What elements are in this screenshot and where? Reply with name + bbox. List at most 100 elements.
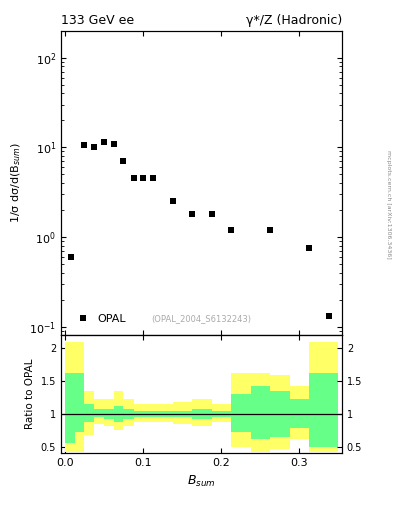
Legend: OPAL: OPAL	[66, 309, 132, 330]
Bar	[134, 417, 143, 422]
Bar	[173, 402, 192, 411]
Bar	[75, 373, 84, 432]
Bar	[192, 419, 211, 425]
Bar	[123, 419, 134, 425]
Bar	[143, 417, 153, 422]
Bar	[153, 411, 173, 417]
Text: 133 GeV ee: 133 GeV ee	[61, 14, 134, 27]
Bar	[143, 404, 153, 411]
Bar	[104, 419, 114, 425]
Bar	[211, 417, 231, 422]
Y-axis label: 1/σ dσ/d(B$_{sum}$): 1/σ dσ/d(B$_{sum}$)	[10, 143, 24, 223]
Bar	[270, 375, 290, 391]
Bar	[94, 399, 104, 424]
Bar	[270, 437, 290, 449]
Bar	[65, 342, 75, 373]
Bar	[75, 432, 84, 452]
Bar	[211, 411, 231, 417]
Text: γ*/Z (Hadronic): γ*/Z (Hadronic)	[246, 14, 342, 27]
Bar	[309, 373, 318, 446]
Bar	[231, 432, 251, 446]
Bar	[290, 428, 309, 439]
Bar	[251, 373, 270, 452]
Bar	[143, 411, 153, 417]
Y-axis label: Ratio to OPAL: Ratio to OPAL	[25, 359, 35, 430]
Bar	[114, 422, 123, 430]
Bar	[143, 417, 153, 422]
Bar	[123, 409, 134, 419]
Bar	[65, 373, 75, 443]
Bar	[114, 391, 123, 430]
Bar	[231, 432, 251, 446]
Bar	[192, 399, 211, 425]
Bar	[65, 342, 75, 452]
Bar	[153, 404, 173, 411]
Bar	[173, 411, 192, 417]
Bar	[231, 373, 251, 394]
Bar	[251, 373, 270, 387]
Bar	[94, 409, 104, 417]
Bar	[192, 409, 211, 419]
Bar	[251, 439, 270, 452]
Bar	[290, 399, 309, 428]
Bar	[270, 375, 290, 449]
Bar	[173, 417, 192, 424]
Bar	[123, 399, 134, 409]
Bar	[104, 419, 114, 425]
Bar	[251, 439, 270, 452]
Bar	[153, 417, 173, 422]
Bar	[84, 404, 94, 422]
Bar	[94, 399, 104, 409]
Bar	[104, 399, 114, 409]
Bar	[211, 417, 231, 422]
Bar	[123, 419, 134, 425]
Bar	[65, 443, 75, 452]
Bar	[309, 446, 318, 452]
Bar	[143, 404, 153, 422]
Bar	[134, 404, 143, 422]
Bar	[231, 394, 251, 432]
Bar	[94, 417, 104, 424]
Bar	[75, 342, 84, 373]
Bar	[84, 391, 94, 435]
Bar	[114, 391, 123, 406]
X-axis label: $B_{sum}$: $B_{sum}$	[187, 474, 216, 488]
Bar	[153, 404, 173, 422]
Bar	[84, 422, 94, 435]
Bar	[251, 387, 270, 439]
Bar	[134, 417, 143, 422]
Bar	[192, 419, 211, 425]
Bar	[290, 387, 309, 399]
Bar	[114, 422, 123, 430]
Bar	[309, 446, 318, 452]
Bar	[75, 342, 84, 452]
Bar	[290, 387, 309, 439]
Bar	[211, 404, 231, 411]
Bar	[84, 422, 94, 435]
Bar	[318, 446, 338, 452]
Bar	[123, 399, 134, 425]
Bar	[318, 342, 338, 452]
Bar	[290, 428, 309, 439]
Bar	[114, 406, 123, 422]
Bar	[153, 417, 173, 422]
Bar	[318, 446, 338, 452]
Bar	[211, 404, 231, 422]
Bar	[75, 432, 84, 452]
Bar	[309, 342, 318, 452]
Bar	[94, 417, 104, 424]
Bar	[104, 409, 114, 419]
Bar	[270, 437, 290, 449]
Bar	[318, 342, 338, 373]
Text: (OPAL_2004_S6132243): (OPAL_2004_S6132243)	[151, 314, 252, 323]
Bar	[231, 373, 251, 446]
Bar	[318, 373, 338, 446]
Bar	[104, 399, 114, 425]
Bar	[84, 391, 94, 404]
Bar	[65, 443, 75, 452]
Bar	[270, 391, 290, 437]
Bar	[309, 342, 318, 373]
Bar	[134, 404, 143, 411]
Text: mcplots.cern.ch [arXiv:1306.3436]: mcplots.cern.ch [arXiv:1306.3436]	[386, 151, 391, 259]
Bar	[173, 417, 192, 424]
